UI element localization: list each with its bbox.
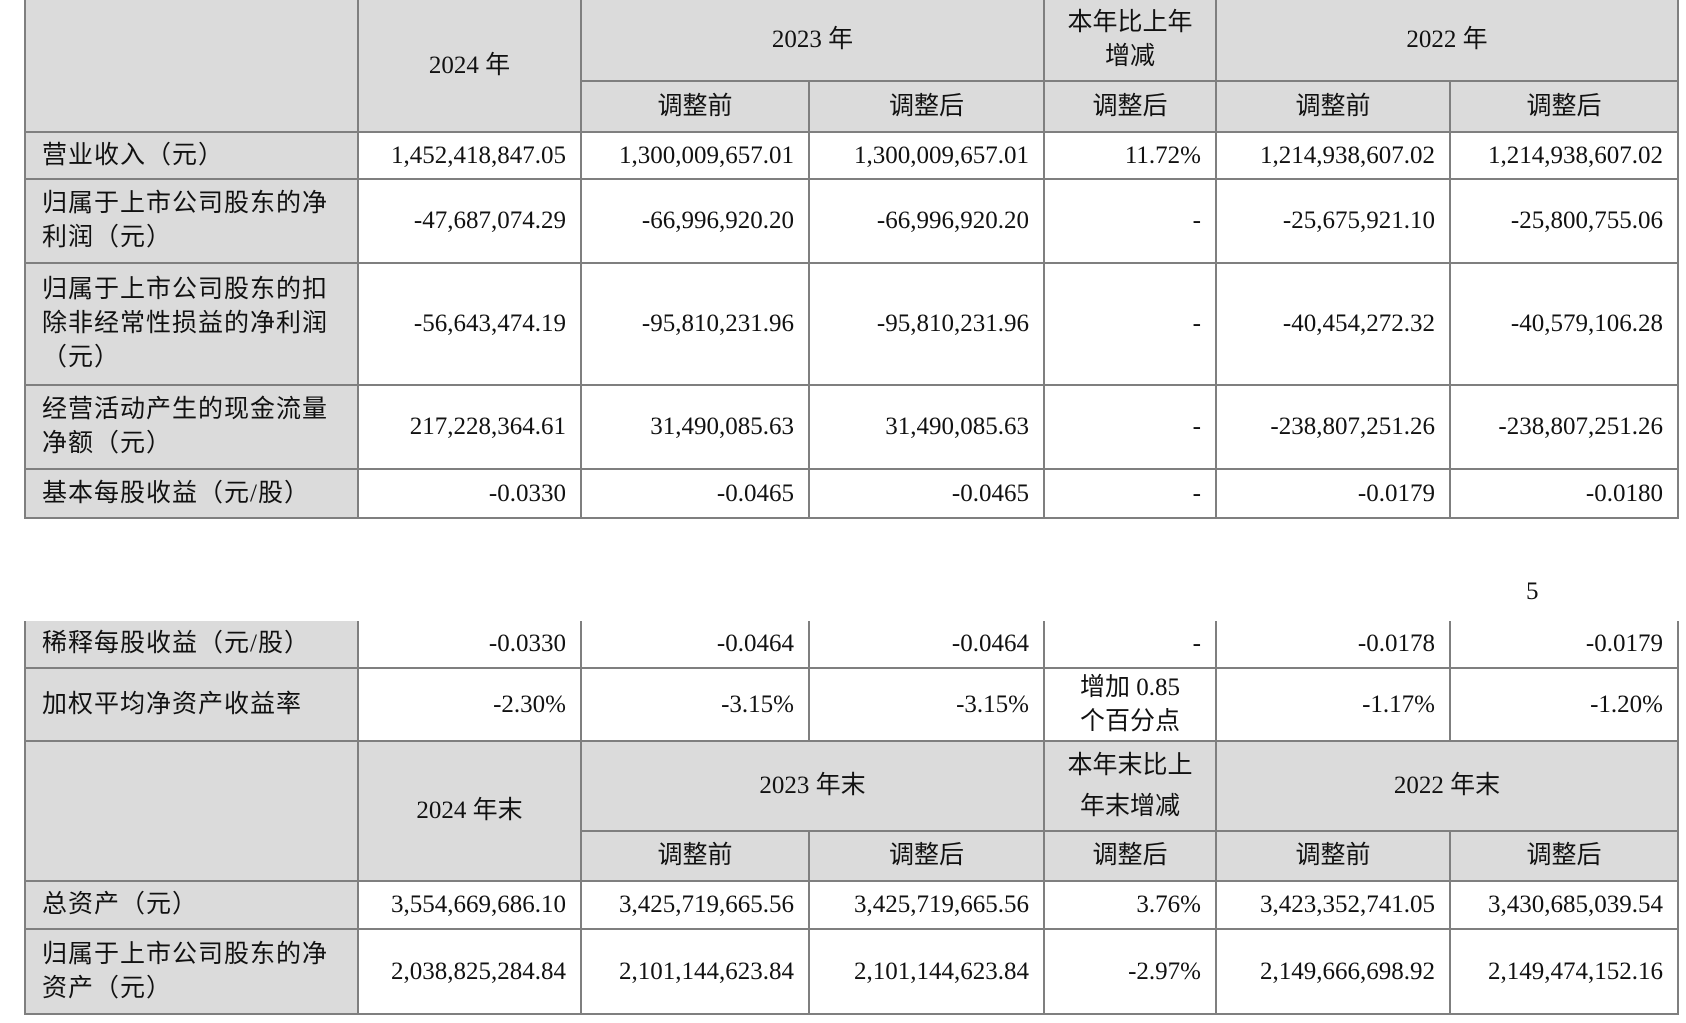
cell-2022-after: -0.0180	[1449, 468, 1679, 519]
cell-2022-before: 2,149,666,698.92	[1215, 928, 1451, 1015]
row-label: 总资产（元）	[24, 880, 359, 930]
cell-change: -	[1043, 384, 1217, 470]
cell-change: 增加 0.85 个百分点	[1043, 667, 1217, 742]
header-2022-end: 2022 年末	[1215, 740, 1679, 832]
header-blank	[24, 740, 359, 882]
cell-2022-after: 1,214,938,607.02	[1449, 131, 1679, 180]
table-row: 经营活动产生的现金流量净额（元） 217,228,364.61 31,490,0…	[24, 384, 1679, 470]
cell-change: -2.97%	[1043, 928, 1217, 1015]
cell-2024: 2,038,825,284.84	[357, 928, 582, 1015]
header-change: 本年比上年增减	[1043, 0, 1217, 82]
cell-2023-before: -95,810,231.96	[580, 262, 810, 386]
header-2022-after: 调整后	[1449, 80, 1679, 133]
row-label: 稀释每股收益（元/股）	[24, 621, 359, 669]
header-2023-before: 调整前	[580, 80, 810, 133]
row-label: 归属于上市公司股东的扣除非经常性损益的净利润（元）	[24, 262, 359, 386]
cell-2023-after: -95,810,231.96	[808, 262, 1045, 386]
cell-2023-after: -3.15%	[808, 667, 1045, 742]
row-label: 基本每股收益（元/股）	[24, 468, 359, 519]
cell-2023-before: -0.0464	[580, 621, 810, 669]
key-financials-table-part1: 2024 年 2023 年 本年比上年增减 2022 年 调整前 调整后 调整后…	[24, 0, 1679, 519]
header-2023-after: 调整后	[808, 830, 1045, 882]
cell-2022-after: 3,430,685,039.54	[1449, 880, 1679, 930]
cell-2022-after: -25,800,755.06	[1449, 178, 1679, 264]
header-2024: 2024 年	[357, 0, 582, 133]
header-2022-before: 调整前	[1215, 80, 1451, 133]
row-label: 归属于上市公司股东的净资产（元）	[24, 928, 359, 1015]
cell-2023-after: -66,996,920.20	[808, 178, 1045, 264]
table-row: 营业收入（元） 1,452,418,847.05 1,300,009,657.0…	[24, 131, 1679, 180]
header-2022-before: 调整前	[1215, 830, 1451, 882]
cell-2024: 1,452,418,847.05	[357, 131, 582, 180]
cell-2024: -0.0330	[357, 621, 582, 669]
row-label: 经营活动产生的现金流量净额（元）	[24, 384, 359, 470]
cell-2023-before: -0.0465	[580, 468, 810, 519]
cell-2023-before: -3.15%	[580, 667, 810, 742]
cell-2023-before: -66,996,920.20	[580, 178, 810, 264]
header-2023: 2023 年	[580, 0, 1045, 82]
header-blank	[24, 0, 359, 133]
cell-2023-after: -0.0465	[808, 468, 1045, 519]
header-change-end: 本年末比上年末增减	[1043, 740, 1217, 832]
cell-2022-before: -40,454,272.32	[1215, 262, 1451, 386]
table-row: 总资产（元） 3,554,669,686.10 3,425,719,665.56…	[24, 880, 1679, 930]
table-row: 基本每股收益（元/股） -0.0330 -0.0465 -0.0465 - -0…	[24, 468, 1679, 519]
cell-2022-before: -238,807,251.26	[1215, 384, 1451, 470]
cell-2022-after: 2,149,474,152.16	[1449, 928, 1679, 1015]
cell-2024: -56,643,474.19	[357, 262, 582, 386]
cell-2022-after: -40,579,106.28	[1449, 262, 1679, 386]
cell-change: -	[1043, 262, 1217, 386]
cell-2022-after: -0.0179	[1449, 621, 1679, 669]
cell-change: -	[1043, 468, 1217, 519]
header-change-after: 调整后	[1043, 830, 1217, 882]
cell-change: 11.72%	[1043, 131, 1217, 180]
cell-2022-before: -0.0178	[1215, 621, 1451, 669]
cell-2023-after: 1,300,009,657.01	[808, 131, 1045, 180]
cell-2023-after: 3,425,719,665.56	[808, 880, 1045, 930]
header-2022: 2022 年	[1215, 0, 1679, 82]
cell-change: -	[1043, 621, 1217, 669]
cell-change: -	[1043, 178, 1217, 264]
cell-2022-after: -1.20%	[1449, 667, 1679, 742]
cell-2023-before: 1,300,009,657.01	[580, 131, 810, 180]
row-label: 加权平均净资产收益率	[24, 667, 359, 742]
cell-2022-before: -1.17%	[1215, 667, 1451, 742]
cell-2024: 217,228,364.61	[357, 384, 582, 470]
header-2024-end: 2024 年末	[357, 740, 582, 882]
cell-2022-before: -0.0179	[1215, 468, 1451, 519]
cell-2024: 3,554,669,686.10	[357, 880, 582, 930]
cell-2023-before: 31,490,085.63	[580, 384, 810, 470]
cell-2022-before: 3,423,352,741.05	[1215, 880, 1451, 930]
row-label: 归属于上市公司股东的净利润（元）	[24, 178, 359, 264]
cell-2024: -2.30%	[357, 667, 582, 742]
header-2023-after: 调整后	[808, 80, 1045, 133]
cell-2022-before: -25,675,921.10	[1215, 178, 1451, 264]
table-row: 归属于上市公司股东的扣除非经常性损益的净利润（元） -56,643,474.19…	[24, 262, 1679, 386]
cell-2024: -0.0330	[357, 468, 582, 519]
header-2023-end: 2023 年末	[580, 740, 1045, 832]
row-label: 营业收入（元）	[24, 131, 359, 180]
header-2023-before: 调整前	[580, 830, 810, 882]
header-change-after: 调整后	[1043, 80, 1217, 133]
table-row: 加权平均净资产收益率 -2.30% -3.15% -3.15% 增加 0.85 …	[24, 667, 1679, 742]
cell-2023-after: -0.0464	[808, 621, 1045, 669]
cell-2023-before: 3,425,719,665.56	[580, 880, 810, 930]
cell-change: 3.76%	[1043, 880, 1217, 930]
cell-2024: -47,687,074.29	[357, 178, 582, 264]
page-number: 5	[1526, 578, 1539, 605]
key-financials-table-part2: 稀释每股收益（元/股） -0.0330 -0.0464 -0.0464 - -0…	[24, 621, 1679, 1015]
cell-2022-after: -238,807,251.26	[1449, 384, 1679, 470]
table-row: 稀释每股收益（元/股） -0.0330 -0.0464 -0.0464 - -0…	[24, 621, 1679, 669]
cell-2023-before: 2,101,144,623.84	[580, 928, 810, 1015]
table-row: 归属于上市公司股东的净资产（元） 2,038,825,284.84 2,101,…	[24, 928, 1679, 1015]
header-2022-after: 调整后	[1449, 830, 1679, 882]
table-row: 归属于上市公司股东的净利润（元） -47,687,074.29 -66,996,…	[24, 178, 1679, 264]
cell-2022-before: 1,214,938,607.02	[1215, 131, 1451, 180]
cell-2023-after: 2,101,144,623.84	[808, 928, 1045, 1015]
cell-2023-after: 31,490,085.63	[808, 384, 1045, 470]
